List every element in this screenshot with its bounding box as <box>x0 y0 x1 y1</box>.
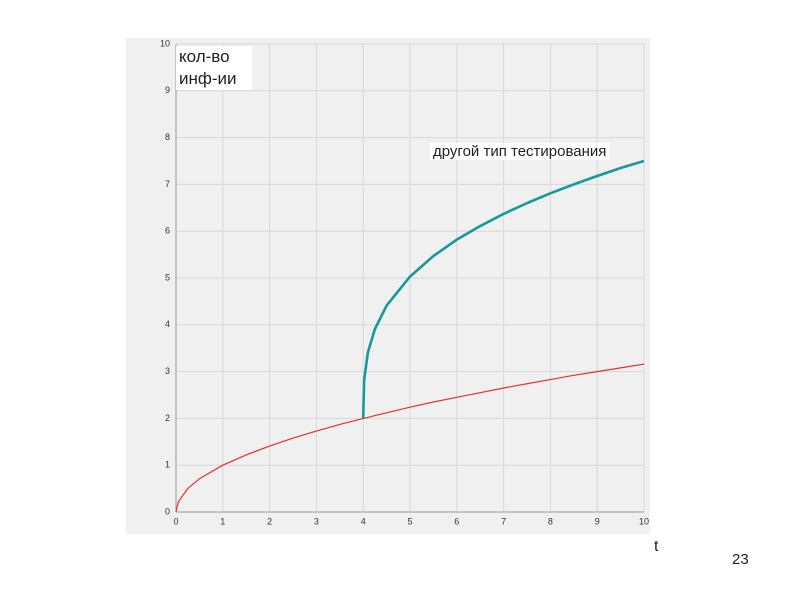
x-tick-label: 2 <box>267 516 272 526</box>
x-tick-label: 6 <box>454 516 459 526</box>
y-tick-label: 2 <box>165 413 170 423</box>
x-tick-label: 4 <box>361 516 366 526</box>
x-tick-label: 3 <box>314 516 319 526</box>
x-tick-label: 5 <box>407 516 412 526</box>
x-tick-label: 10 <box>639 516 649 526</box>
y-tick-label: 6 <box>165 226 170 236</box>
y-tick-label: 1 <box>165 460 170 470</box>
y-tick-label: 0 <box>165 506 170 516</box>
x-tick-label: 1 <box>220 516 225 526</box>
line <box>361 159 645 419</box>
plot-background <box>126 38 650 534</box>
y-tick-label: 4 <box>165 319 170 329</box>
x-tick-label: 8 <box>548 516 553 526</box>
x-tick-label: 0 <box>173 516 178 526</box>
line <box>175 363 645 513</box>
y-tick-label: 3 <box>165 366 170 376</box>
y-axis-label: кол-во инф-ии <box>176 46 252 90</box>
page-number: 23 <box>732 551 749 568</box>
x-tick-label: 9 <box>595 516 600 526</box>
y-tick-label: 8 <box>165 132 170 142</box>
annotation: другой тип тестирования <box>430 143 610 160</box>
y-tick-label: 5 <box>165 272 170 282</box>
y-tick-label: 7 <box>165 179 170 189</box>
y-tick-label: 10 <box>160 38 170 48</box>
x-tick-label: 7 <box>501 516 506 526</box>
x-axis-label: t <box>654 538 659 555</box>
y-tick-label: 9 <box>165 85 170 95</box>
